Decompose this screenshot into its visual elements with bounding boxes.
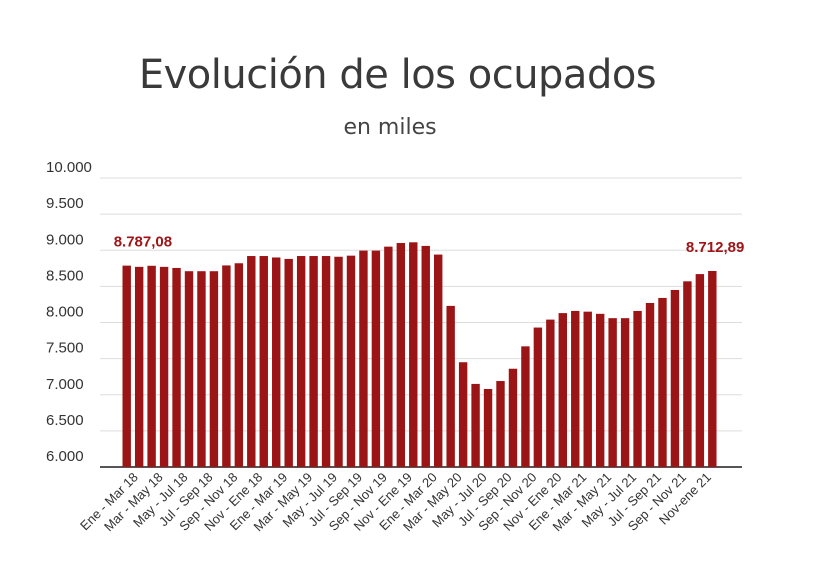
bar [122,265,131,467]
bar [396,243,406,467]
bar [620,318,630,467]
bar [558,313,567,467]
data-labels: 8.787,08 8.712,89 [114,234,745,256]
bar [521,346,530,467]
bar [197,271,206,467]
bar [172,267,181,467]
bar [346,255,356,467]
bar [209,271,219,467]
y-tick-label: 6.000 [46,448,84,465]
bar [645,302,655,467]
bar [695,274,705,467]
bar [184,271,194,467]
bar [546,319,555,467]
bar [284,258,293,467]
y-tick-label: 8.500 [46,267,84,284]
bar [434,254,443,467]
bar [483,388,493,467]
y-tick-label: 7.000 [46,376,84,393]
bar [508,368,518,467]
bar [471,383,480,467]
bar [496,381,505,467]
y-tick-label: 10.000 [46,159,92,176]
bar [409,242,418,467]
data-label: 8.712,89 [686,239,744,256]
bar [159,266,169,467]
bar [633,310,642,467]
bar [446,305,455,467]
bar [658,297,667,467]
bar [683,281,692,467]
bar [371,250,381,467]
bar [583,311,592,467]
bar [272,257,281,467]
grid-lines [100,177,742,468]
bar [247,256,256,467]
y-tick-label: 6.500 [46,412,84,429]
bar [670,289,680,467]
bar [384,246,393,467]
y-tick-label: 7.500 [46,340,84,357]
bar [134,266,144,467]
y-axis-ticks: 6.000 6.500 7.000 7.500 8.000 8.500 9.000 9.500… [46,159,92,465]
bar [595,313,605,467]
bar [222,265,231,467]
bar [147,265,156,467]
bars [122,242,717,467]
bar [533,327,543,467]
y-tick-label: 9.500 [46,195,84,212]
bar [458,362,468,467]
bar [321,256,331,467]
bar [296,256,306,467]
y-tick-label: 8.000 [46,304,84,321]
data-label: 8.787,08 [114,234,172,251]
bar [708,270,717,467]
y-tick-label: 9.000 [46,231,84,248]
bar [334,256,343,467]
bar [608,318,617,467]
bar [421,245,430,467]
bar [259,256,268,467]
bar [234,263,244,467]
bar [359,250,368,467]
chart-title: Evolución de los ocupados [138,52,657,98]
bar [309,256,318,467]
chart-subtitle: en miles [343,115,437,140]
bar [571,310,580,467]
